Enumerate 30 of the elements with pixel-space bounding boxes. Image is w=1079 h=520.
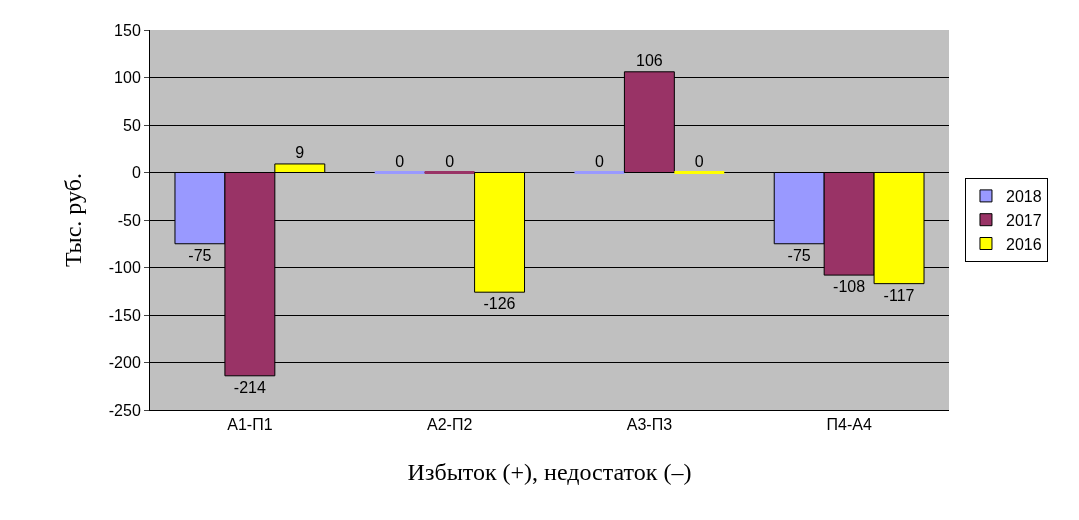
y-axis-title: Тыс. руб.	[59, 173, 86, 267]
data-label: -214	[233, 378, 266, 396]
y-tick-label: -50	[117, 211, 141, 229]
y-tick-label: -200	[108, 354, 141, 372]
data-label: -75	[188, 246, 212, 264]
data-label: -108	[833, 278, 866, 296]
x-tick-label: А1-П1	[227, 416, 273, 434]
data-label: -126	[483, 295, 516, 313]
data-label: 9	[295, 143, 305, 161]
legend-label: 2018	[1005, 188, 1042, 206]
data-label: -117	[883, 286, 915, 304]
data-label: 0	[445, 152, 455, 170]
data-label: 0	[594, 152, 604, 170]
y-tick-label: 0	[131, 164, 141, 182]
x-tick-label: А3-П3	[626, 416, 673, 434]
y-tick-label: 150	[114, 21, 141, 39]
x-tick-label: П4-А4	[826, 416, 872, 434]
y-tick-label: -250	[108, 401, 141, 419]
legend-label: 2017	[1005, 211, 1042, 229]
y-tick-label: -100	[108, 259, 141, 277]
data-label: 0	[694, 152, 704, 170]
y-tick-label: -150	[108, 306, 141, 324]
legend-label: 2016	[1005, 235, 1042, 253]
data-label: 0	[395, 152, 405, 170]
y-tick-label: 50	[123, 116, 141, 134]
data-label: -75	[787, 246, 811, 264]
x-tick-label: А2-П2	[426, 416, 473, 434]
x-axis-title: Избыток (+), недостаток (–)	[407, 458, 692, 485]
data-label: 106	[635, 51, 663, 69]
y-tick-label: 100	[114, 69, 141, 87]
